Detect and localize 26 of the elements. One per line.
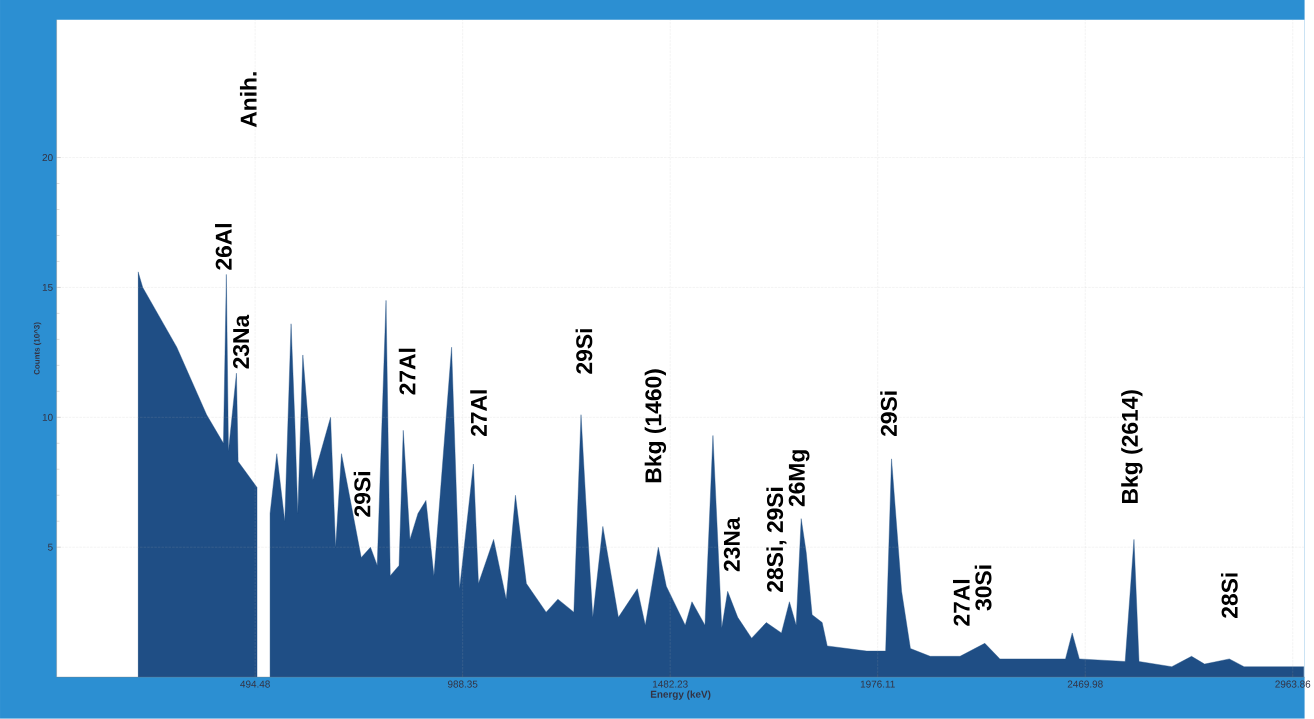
annotation: 26Mg <box>788 450 810 507</box>
annotation: 28Si, 29Si <box>766 487 787 593</box>
y-tick-label: 20 <box>42 154 53 162</box>
x-tick-label: 988.35 <box>447 680 478 688</box>
annotation: 23Na <box>723 517 740 572</box>
x-tick-label: 1976.11 <box>860 680 895 688</box>
annotation: Bkg (2614) <box>1121 390 1143 504</box>
annotation: 27Al <box>953 580 970 626</box>
annotation: 27Al <box>470 390 487 437</box>
annotation: 23Na <box>232 314 250 369</box>
annotation: 29Si <box>575 329 593 374</box>
annotation: 29Si <box>353 472 371 517</box>
y-tick-label: 5 <box>47 543 53 551</box>
annotation: Anih. <box>239 72 257 128</box>
annotation: 27Al <box>398 348 416 395</box>
annotation: 28Si <box>1220 573 1238 619</box>
annotation: 26Al <box>215 224 232 270</box>
annotation: Bkg (1460) <box>644 369 667 483</box>
x-axis-title: Energy (keV) <box>650 690 711 700</box>
annotation: 29Si <box>880 391 897 437</box>
annotation: 30Si <box>974 565 992 611</box>
x-tick-label: 2469.98 <box>1067 680 1103 688</box>
y-tick-label: 15 <box>42 284 53 291</box>
x-tick-label: 1482.23 <box>653 680 688 688</box>
y-tick-label: 10 <box>42 413 53 421</box>
x-tick-label: 494.48 <box>240 680 270 688</box>
